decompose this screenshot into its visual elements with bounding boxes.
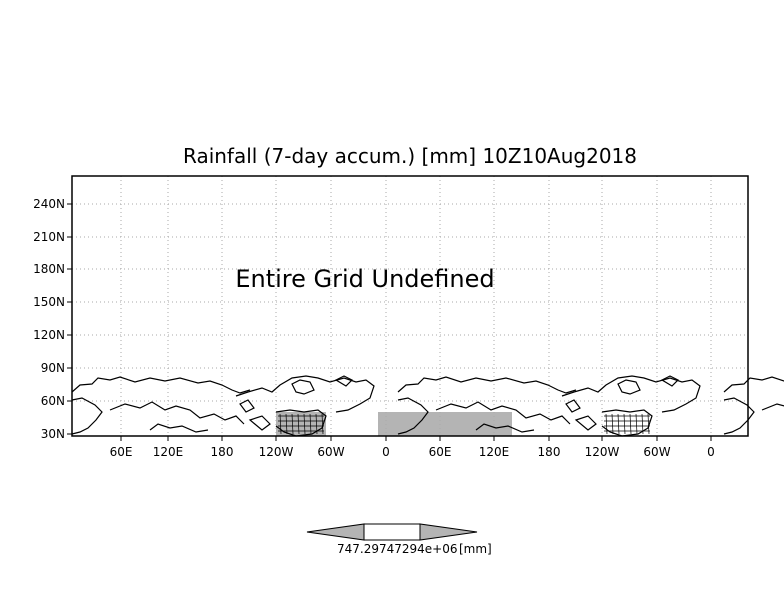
coastline-path xyxy=(149,423,209,433)
coastline-path xyxy=(71,376,251,394)
colorbar-left-triangle xyxy=(306,523,365,541)
lon-tick-label: 60W xyxy=(317,445,344,459)
lon-tick-label: 120W xyxy=(585,445,620,459)
coastline-path xyxy=(601,409,653,437)
lon-tick-label: 120E xyxy=(153,445,184,459)
lon-tick-label: 60E xyxy=(110,445,133,459)
coastline-path xyxy=(617,379,641,395)
lat-tick-label: 90N xyxy=(41,361,65,375)
colorbar-center-box xyxy=(363,523,421,541)
coastline-path xyxy=(334,375,354,387)
lat-tick-label: 120N xyxy=(33,328,65,342)
coastline-band-2 xyxy=(397,375,701,437)
map-title: Rainfall (7-day accum.) [mm] 10Z10Aug201… xyxy=(183,144,637,168)
admin-borders xyxy=(278,413,650,435)
coastline-path xyxy=(397,376,577,394)
lat-tick-label: 240N xyxy=(33,197,65,211)
grid-lines xyxy=(72,176,748,436)
lon-tick-label: 120W xyxy=(259,445,294,459)
coastline-path xyxy=(574,415,597,431)
colorbar-unit-label: [mm] xyxy=(459,542,492,556)
coastline-path xyxy=(397,397,429,435)
coastline-path xyxy=(565,399,581,413)
coastline-path xyxy=(109,401,245,425)
shaded-region-north-america xyxy=(276,412,326,436)
coastline-path xyxy=(660,375,680,387)
coastline-path xyxy=(435,401,571,425)
lon-tick-label: 180 xyxy=(211,445,234,459)
plot-background xyxy=(72,176,748,436)
plot-frame xyxy=(71,175,749,437)
lon-tick-label: 120E xyxy=(479,445,510,459)
coastline-path xyxy=(475,423,535,433)
coastline-path xyxy=(248,415,271,431)
colorbar-value-label: 747.29747294e+06 xyxy=(337,542,458,556)
longitude-axis: 60E 120E 180 120W 60W 0 60E 120E 180 120W 60W 0 xyxy=(110,436,715,459)
lon-tick-label: 60E xyxy=(429,445,452,459)
undefined-grid-annotation: Entire Grid Undefined xyxy=(235,265,494,293)
latitude-axis: 240N 210N 180N 150N 120N 90N 60N 30N xyxy=(33,197,72,441)
coastline-path xyxy=(761,403,784,411)
lon-tick-label: 0 xyxy=(707,445,715,459)
coastline-path xyxy=(723,397,755,435)
colorbar: 747.29747294e+06 [mm] xyxy=(306,523,492,556)
coastlines xyxy=(71,375,784,437)
lat-tick-label: 210N xyxy=(33,230,65,244)
coastline-path xyxy=(239,399,255,413)
coastline-path xyxy=(275,409,327,437)
lat-tick-label: 180N xyxy=(33,262,65,276)
shaded-region-eurasia xyxy=(378,412,512,436)
coastline-path xyxy=(71,397,103,435)
coastline-band-1 xyxy=(71,375,375,437)
lon-tick-label: 60W xyxy=(643,445,670,459)
lon-tick-label: 180 xyxy=(538,445,561,459)
lat-tick-label: 30N xyxy=(41,427,65,441)
coastline-band-3 xyxy=(723,376,784,435)
lat-tick-label: 150N xyxy=(33,295,65,309)
map-plot-area: Entire Grid Undefined xyxy=(71,175,784,437)
coastline-path xyxy=(291,379,315,395)
coastline-path xyxy=(723,376,784,393)
lat-tick-label: 60N xyxy=(41,394,65,408)
lon-tick-label: 0 xyxy=(382,445,390,459)
coastline-path xyxy=(235,375,375,413)
colorbar-right-triangle xyxy=(419,523,478,541)
coastline-path xyxy=(561,375,701,413)
